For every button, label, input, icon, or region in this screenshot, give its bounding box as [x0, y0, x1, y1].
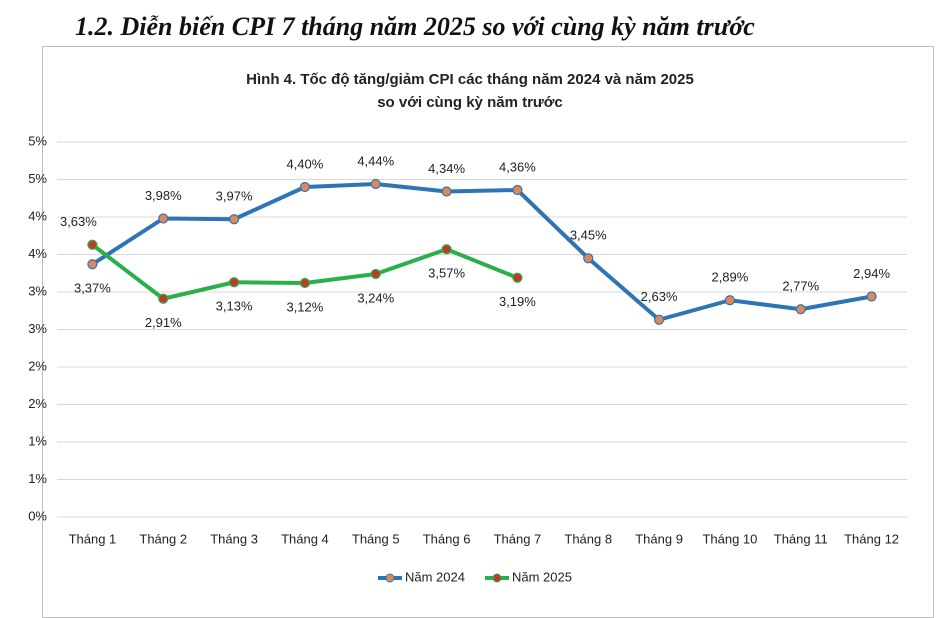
heading: 1.2. Diễn biến CPI 7 tháng năm 2025 so v… — [75, 12, 755, 41]
y-tick-label: 5% — [28, 171, 47, 186]
marker — [299, 277, 311, 289]
marker — [653, 314, 665, 325]
x-tick-label: Tháng 1 — [69, 531, 117, 546]
marker — [370, 268, 381, 280]
marker — [158, 293, 169, 304]
y-tick-label: 2% — [28, 358, 47, 373]
marker — [158, 213, 169, 224]
y-tick-label: 5% — [28, 133, 47, 148]
data-label: 2,94% — [853, 266, 890, 281]
x-tick-label: Tháng 5 — [352, 531, 400, 546]
legend-marker — [492, 573, 502, 583]
data-label: 4,44% — [357, 153, 394, 168]
marker — [87, 239, 98, 250]
data-label: 3,98% — [145, 188, 182, 203]
x-tick-label: Tháng 12 — [844, 531, 899, 546]
marker — [512, 272, 523, 283]
marker — [228, 214, 240, 225]
x-tick-label: Tháng 8 — [564, 531, 612, 546]
data-label: 4,36% — [499, 159, 536, 174]
series-line — [91, 182, 872, 322]
data-label: 3,45% — [570, 228, 607, 243]
data-label: 3,13% — [216, 299, 253, 314]
data-label: 2,77% — [782, 279, 819, 294]
marker — [583, 253, 594, 264]
x-tick-label: Tháng 10 — [702, 531, 757, 546]
y-tick-label: 1% — [28, 433, 47, 448]
data-label: 3,97% — [216, 189, 253, 204]
marker — [724, 295, 736, 306]
page: 1.2. Diễn biến CPI 7 tháng năm 2025 so v… — [28, 12, 934, 618]
x-tick-label: Tháng 6 — [423, 531, 471, 546]
y-tick-label: 4% — [28, 246, 47, 261]
y-tick-label: 0% — [28, 508, 47, 523]
x-tick-label: Tháng 9 — [635, 531, 683, 546]
data-label: 3,19% — [499, 294, 536, 309]
data-label: 2,91% — [145, 315, 182, 330]
data-label: 4,40% — [286, 156, 323, 171]
data-label: 3,24% — [357, 290, 394, 305]
data-label: 4,34% — [428, 161, 465, 176]
x-tick-label: Tháng 2 — [139, 531, 187, 546]
data-label: 3,57% — [428, 266, 465, 281]
marker — [370, 178, 381, 190]
marker — [795, 304, 806, 315]
chart-title: Hình 4. Tốc độ tăng/giảm CPI các tháng n… — [246, 71, 694, 88]
y-tick-label: 2% — [28, 396, 47, 411]
x-tick-label: Tháng 4 — [281, 531, 329, 546]
legend-label: Năm 2025 — [512, 569, 572, 584]
data-label: 3,37% — [74, 281, 111, 296]
x-tick-label: Tháng 11 — [774, 531, 828, 546]
x-tick-label: Tháng 3 — [210, 531, 258, 546]
legend-label: Năm 2024 — [405, 569, 465, 584]
marker — [441, 244, 452, 255]
y-tick-label: 3% — [28, 321, 47, 336]
marker — [299, 181, 311, 193]
data-label: 3,63% — [60, 214, 97, 229]
legend-marker — [385, 573, 395, 583]
y-tick-label: 3% — [28, 283, 47, 298]
data-label: 2,63% — [641, 289, 678, 304]
marker — [441, 186, 452, 197]
data-label: 3,12% — [286, 299, 323, 314]
marker — [866, 291, 877, 302]
x-tick-label: Tháng 7 — [494, 531, 542, 546]
data-label: 2,89% — [711, 270, 748, 285]
y-tick-label: 4% — [28, 208, 47, 223]
marker — [228, 277, 240, 288]
y-tick-label: 1% — [28, 471, 47, 486]
marker — [87, 259, 98, 270]
marker — [512, 184, 523, 196]
chart-title: so với cùng kỳ năm trước — [377, 94, 563, 111]
chart: Hình 4. Tốc độ tăng/giảm CPI các tháng n… — [28, 71, 907, 584]
